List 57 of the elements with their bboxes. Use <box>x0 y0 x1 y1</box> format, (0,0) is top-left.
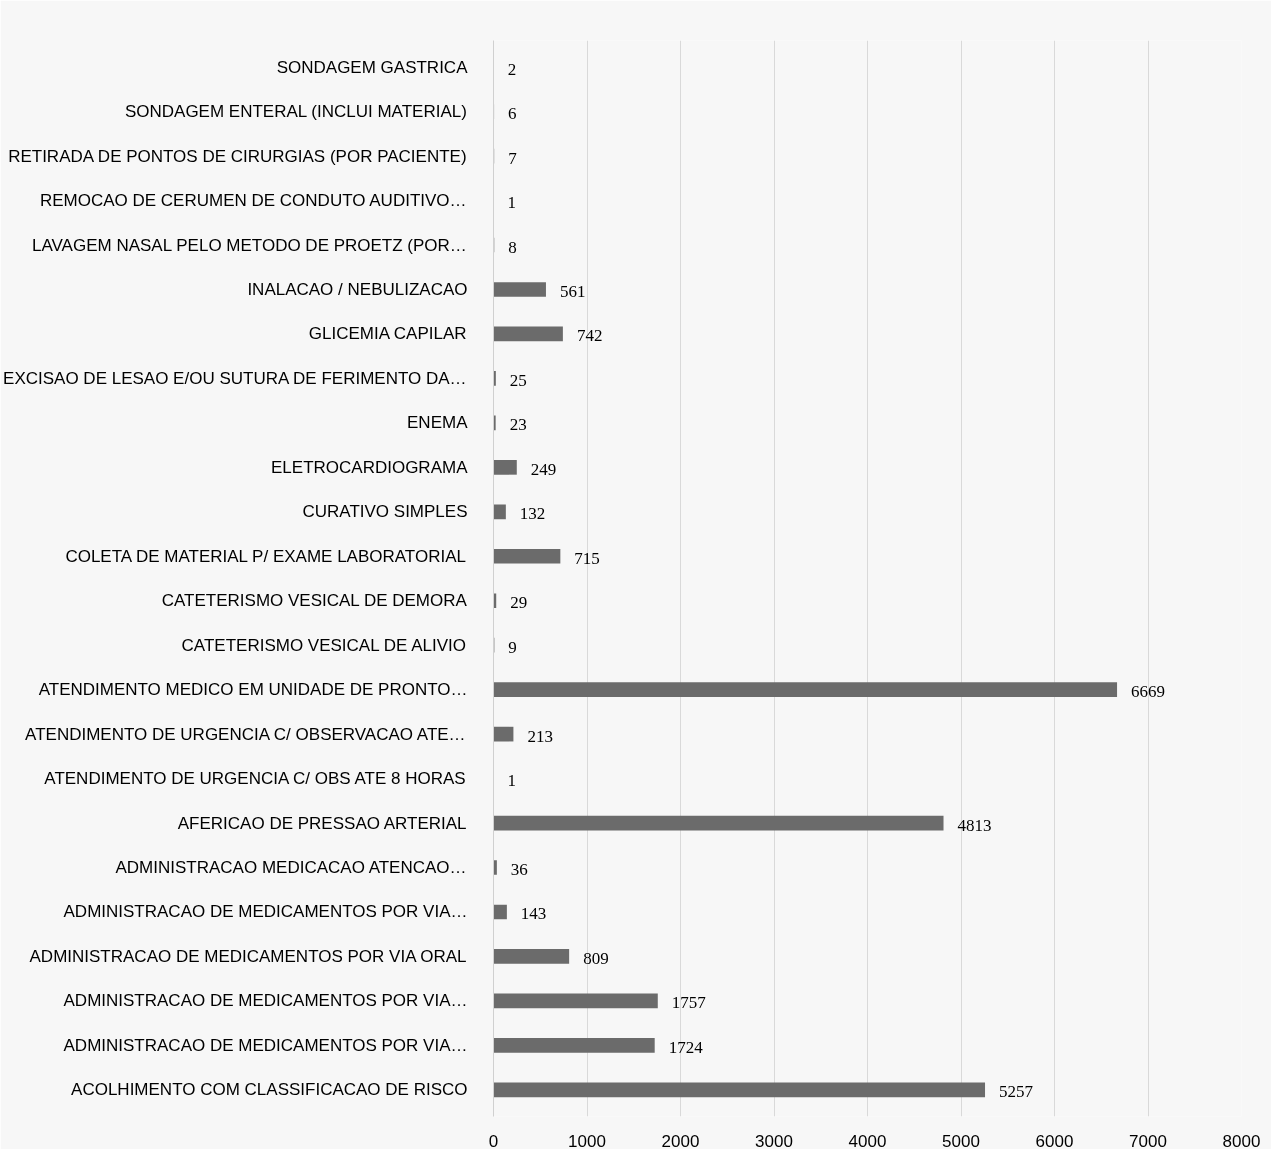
y-tick-label: ATENDIMENTO DE URGENCIA C/ OBS ATE 8 HORAS <box>44 769 466 789</box>
data-label: 561 <box>559 281 586 301</box>
x-tick-label: 6000 <box>1035 1131 1074 1149</box>
y-tick-label: CURATIVO SIMPLES <box>302 502 468 522</box>
y-tick-label: CATETERISMO VESICAL DE ALIVIO <box>181 635 466 655</box>
y-tick-label: INALACAO / NEBULIZACAO <box>247 279 468 299</box>
y-tick-label: ADMINISTRACAO DE MEDICAMENTOS POR VIA… <box>63 902 468 922</box>
x-tick-label: 4000 <box>848 1131 887 1149</box>
y-tick-label: SONDAGEM GASTRICA <box>276 57 469 77</box>
data-label: 1 <box>507 193 517 213</box>
y-tick-label: ENEMA <box>407 413 469 433</box>
data-label: 23 <box>509 415 527 435</box>
data-label: 715 <box>574 548 600 568</box>
data-label: 8 <box>508 237 517 257</box>
x-tick-label: 0 <box>488 1131 499 1149</box>
data-label: 4813 <box>957 815 992 835</box>
x-tick-label: 7000 <box>1129 1131 1167 1149</box>
data-label: 1 <box>507 771 517 791</box>
data-label: 7 <box>508 148 518 168</box>
y-tick-label: COLETA DE MATERIAL P/ EXAME LABORATORIAL <box>65 546 466 566</box>
y-tick-label: REMOCAO DE CERUMEN DE CONDUTO AUDITIVO… <box>39 191 467 211</box>
y-tick-label: ATENDIMENTO DE URGENCIA C/ OBSERVACAO ATE… <box>25 724 466 744</box>
data-label: 2 <box>507 59 517 79</box>
data-label: 6 <box>508 104 517 124</box>
x-tick-label: 3000 <box>755 1131 793 1149</box>
y-tick-label: GLICEMIA CAPILAR <box>308 324 467 344</box>
x-tick-label: 5000 <box>942 1131 980 1149</box>
y-tick-label: ATENDIMENTO MEDICO EM UNIDADE DE PRONTO… <box>38 680 468 700</box>
data-label: 1724 <box>668 1037 704 1057</box>
y-tick-label: SONDAGEM ENTERAL (INCLUI MATERIAL) <box>124 102 467 122</box>
y-tick-label: EXCISAO DE LESAO E/OU SUTURA DE FERIMENTO DA… <box>3 368 467 388</box>
y-tick-label: ADMINISTRACAO DE MEDICAMENTOS POR VIA ORAL <box>29 946 467 966</box>
y-tick-label: ACOLHIMENTO COM CLASSIFICACAO DE RISCO <box>71 1080 468 1100</box>
data-label: 36 <box>510 860 528 880</box>
data-label: 29 <box>510 593 528 613</box>
data-label: 25 <box>509 370 527 390</box>
data-label: 6669 <box>1131 682 1166 702</box>
data-label: 1757 <box>671 993 707 1013</box>
y-tick-label: CATETERISMO VESICAL DE DEMORA <box>161 591 468 611</box>
x-tick-label: 2000 <box>661 1131 700 1149</box>
data-label: 143 <box>520 904 547 924</box>
data-label: 742 <box>576 326 603 346</box>
y-tick-label: ADMINISTRACAO DE MEDICAMENTOS POR VIA… <box>63 991 468 1011</box>
y-tick-label: ADMINISTRACAO DE MEDICAMENTOS POR VIA… <box>63 1035 468 1055</box>
y-tick-label: LAVAGEM NASAL PELO METODO DE PROETZ (POR… <box>32 235 467 255</box>
y-tick-label: ADMINISTRACAO MEDICACAO ATENCAO… <box>115 858 467 878</box>
y-tick-label: RETIRADA DE PONTOS DE CIRURGIAS (POR PACIENTE) <box>8 146 467 166</box>
data-label: 5257 <box>999 1082 1034 1102</box>
y-tick-label: ELETROCARDIOGRAMA <box>271 457 469 477</box>
x-tick-label: 8000 <box>1222 1131 1261 1149</box>
data-label: 132 <box>519 504 546 524</box>
data-label: 809 <box>583 948 609 968</box>
data-label: 213 <box>527 726 553 746</box>
x-tick-label: 1000 <box>568 1131 606 1149</box>
data-label: 249 <box>530 459 557 479</box>
y-tick-label: AFERICAO DE PRESSAO ARTERIAL <box>177 813 467 833</box>
data-label: 9 <box>508 637 517 657</box>
